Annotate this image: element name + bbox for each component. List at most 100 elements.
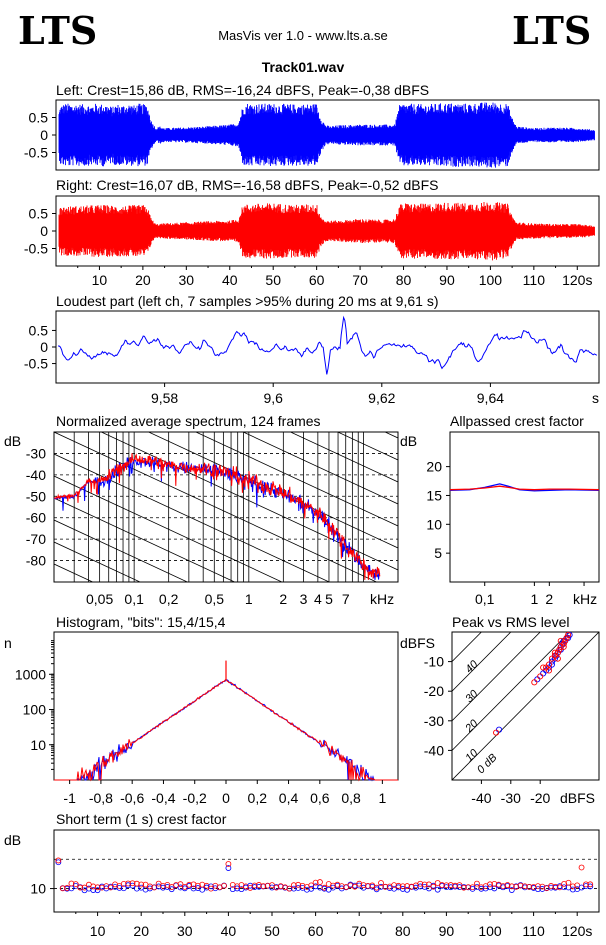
spectrum-ytick-label: -50 bbox=[26, 488, 46, 504]
app-version: MasVis ver 1.0 - www.lts.a.se bbox=[218, 28, 388, 43]
short-crest-point-right bbox=[299, 882, 306, 889]
peak-rms-ytick-label: -10 bbox=[424, 654, 444, 670]
short-crest-point-left bbox=[160, 884, 166, 891]
peak-rms-point-right bbox=[562, 637, 569, 644]
time-axis-label: 40 bbox=[222, 272, 238, 288]
time-axis-label: 20 bbox=[135, 272, 151, 288]
short-crest-xtick-label: 10 bbox=[90, 923, 106, 939]
short-crest-point-right bbox=[395, 882, 402, 889]
short-crest-point-left bbox=[90, 887, 97, 893]
allpassed-ytick-label: 10 bbox=[426, 516, 442, 532]
short-crest-point-left bbox=[373, 886, 380, 893]
time-axis-label: 10 bbox=[92, 272, 108, 288]
allpassed-ytick-label: 15 bbox=[426, 487, 442, 503]
time-axis-label: 50 bbox=[265, 272, 281, 288]
short-crest-point-right bbox=[565, 879, 572, 886]
allpassed-trace-right bbox=[449, 485, 600, 491]
spectrum-xtick-label: 0,1 bbox=[124, 591, 144, 607]
histogram-xtick-label: -0,8 bbox=[89, 790, 113, 806]
peak-rms-xlabel: dBFS bbox=[560, 790, 595, 806]
short-crest-point-left bbox=[212, 885, 219, 892]
short-crest-xtick-label: 50 bbox=[264, 923, 280, 939]
peak-rms-diagonal-label: 30 bbox=[463, 687, 481, 705]
right-waveform-ytick-label: 0 bbox=[40, 223, 48, 239]
time-axis-label: 90 bbox=[439, 272, 455, 288]
short-crest-point-right bbox=[561, 880, 568, 887]
short-crest-point-left bbox=[290, 885, 297, 892]
short-crest-point-left bbox=[164, 884, 171, 890]
spectrum-diagonal bbox=[54, 541, 141, 582]
short-crest-point-left bbox=[434, 886, 441, 893]
short-crest-point-left bbox=[269, 884, 275, 891]
short-crest-point-left bbox=[456, 884, 463, 890]
short-crest-point-left bbox=[112, 883, 118, 890]
spectrum-xtick-label: 4 bbox=[314, 591, 322, 607]
spectrum-frame bbox=[53, 431, 399, 583]
peak-rms-diagonal bbox=[452, 632, 599, 780]
loudest-part-trace bbox=[58, 315, 598, 375]
short-crest-point-left bbox=[303, 886, 310, 893]
short-crest-point-right bbox=[177, 881, 184, 888]
short-crest-point-right bbox=[500, 883, 506, 889]
short-crest-point-right bbox=[107, 884, 114, 891]
short-crest-xtick-label: 20 bbox=[133, 923, 149, 939]
short-crest-point-right bbox=[508, 883, 515, 890]
peak-rms-xtick-label: -30 bbox=[501, 790, 521, 806]
track-name: Track01.wav bbox=[262, 59, 345, 75]
short-crest-point-left bbox=[229, 886, 236, 893]
right-waveform-title: Right: Crest=16,07 dB, RMS=-16,58 dBFS, … bbox=[56, 177, 438, 193]
spectrum-xtick-label: 0,05 bbox=[86, 591, 113, 607]
short-crest-point-right bbox=[521, 883, 528, 890]
short-crest-point-right bbox=[199, 881, 206, 888]
histogram-title: Histogram, "bits": 15,4/15,4 bbox=[56, 614, 226, 630]
short-crest-point-right bbox=[373, 884, 380, 891]
short-crest-point-left bbox=[177, 884, 184, 891]
left-waveform-title: Left: Crest=15,86 dB, RMS=-16,24 dBFS, P… bbox=[56, 82, 429, 98]
histogram-xtick-label: -0,4 bbox=[151, 790, 175, 806]
short-crest-point-right bbox=[378, 880, 384, 886]
short-crest-point-right bbox=[369, 882, 376, 889]
logo-right: LTS bbox=[512, 8, 591, 53]
peak-rms-point-left bbox=[548, 661, 556, 668]
short-crest-point-left bbox=[190, 885, 197, 892]
short-crest-point-left bbox=[548, 884, 554, 891]
peak-rms-point-right bbox=[554, 649, 561, 656]
peak-rms-point-right bbox=[537, 673, 544, 680]
spectrum-diagonal bbox=[336, 432, 398, 461]
histogram-xtick-label: -0,6 bbox=[120, 790, 144, 806]
peak-rms-ytick-label: -30 bbox=[424, 713, 444, 729]
time-axis-label: 30 bbox=[179, 272, 195, 288]
short-crest-point-left bbox=[308, 885, 315, 892]
right-waveform-trace bbox=[58, 202, 595, 261]
peak-rms-point-right bbox=[554, 655, 561, 662]
short-crest-xtick-label: 100 bbox=[478, 923, 502, 939]
short-crest-point-right bbox=[138, 881, 145, 888]
short-crest-point-left bbox=[225, 865, 232, 871]
peak-rms-point-left bbox=[551, 655, 558, 662]
short-crest-point-left bbox=[55, 859, 62, 866]
short-crest-point-right bbox=[469, 884, 476, 891]
left-waveform-plot bbox=[52, 102, 595, 168]
short-crest-point-right bbox=[94, 884, 101, 891]
histogram-ytick-label: 1000 bbox=[15, 666, 46, 682]
short-crest-point-left bbox=[386, 885, 393, 891]
spectrum-diagonal bbox=[194, 432, 398, 527]
spectrum-trace-right bbox=[53, 453, 381, 580]
short-crest-point-right bbox=[147, 883, 153, 890]
peak-vs-rms-title: Peak vs RMS level bbox=[452, 614, 569, 630]
short-crest-point-left bbox=[120, 885, 127, 892]
short-crest-point-right bbox=[151, 884, 158, 891]
spectrum-xtick-label: 3 bbox=[300, 591, 308, 607]
short-crest-point-right bbox=[404, 883, 411, 889]
short-crest-point-left bbox=[234, 885, 241, 892]
left-waveform-frame bbox=[55, 99, 600, 171]
loudest-ytick-label: -0.5 bbox=[24, 356, 48, 372]
loudest-part-title: Loudest part (left ch, 7 samples >95% du… bbox=[56, 293, 438, 309]
right-waveform-ytick-label: -0.5 bbox=[24, 241, 48, 257]
histogram-xtick-label: -1 bbox=[63, 790, 76, 806]
peak-rms-point-left bbox=[495, 726, 503, 733]
short-crest-point-left bbox=[116, 884, 123, 891]
short-crest-xtick-label: 70 bbox=[351, 923, 367, 939]
short-crest-point-left bbox=[508, 887, 515, 893]
